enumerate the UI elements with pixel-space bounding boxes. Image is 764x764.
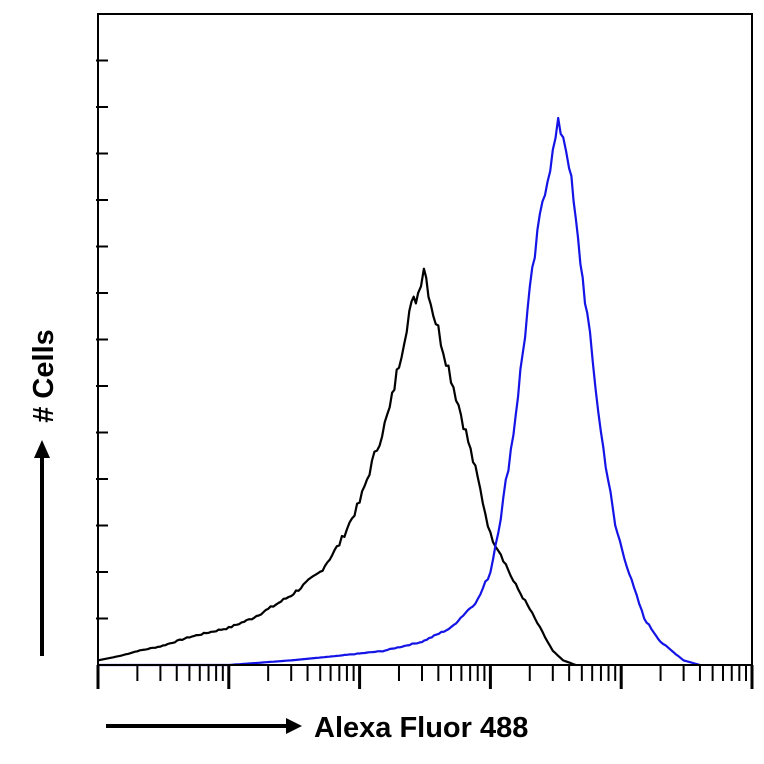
y-axis-arrowhead	[34, 440, 50, 458]
plot-frame	[97, 13, 753, 666]
series-layer	[97, 116, 701, 667]
x-axis-ticks	[96, 665, 754, 689]
series-line-0	[97, 267, 577, 667]
x-axis-arrowhead	[286, 718, 302, 734]
x-axis-label: Alexa Fluor 488	[314, 712, 528, 744]
y-axis-label: # Cells	[28, 329, 60, 423]
series-line-1	[98, 116, 701, 667]
